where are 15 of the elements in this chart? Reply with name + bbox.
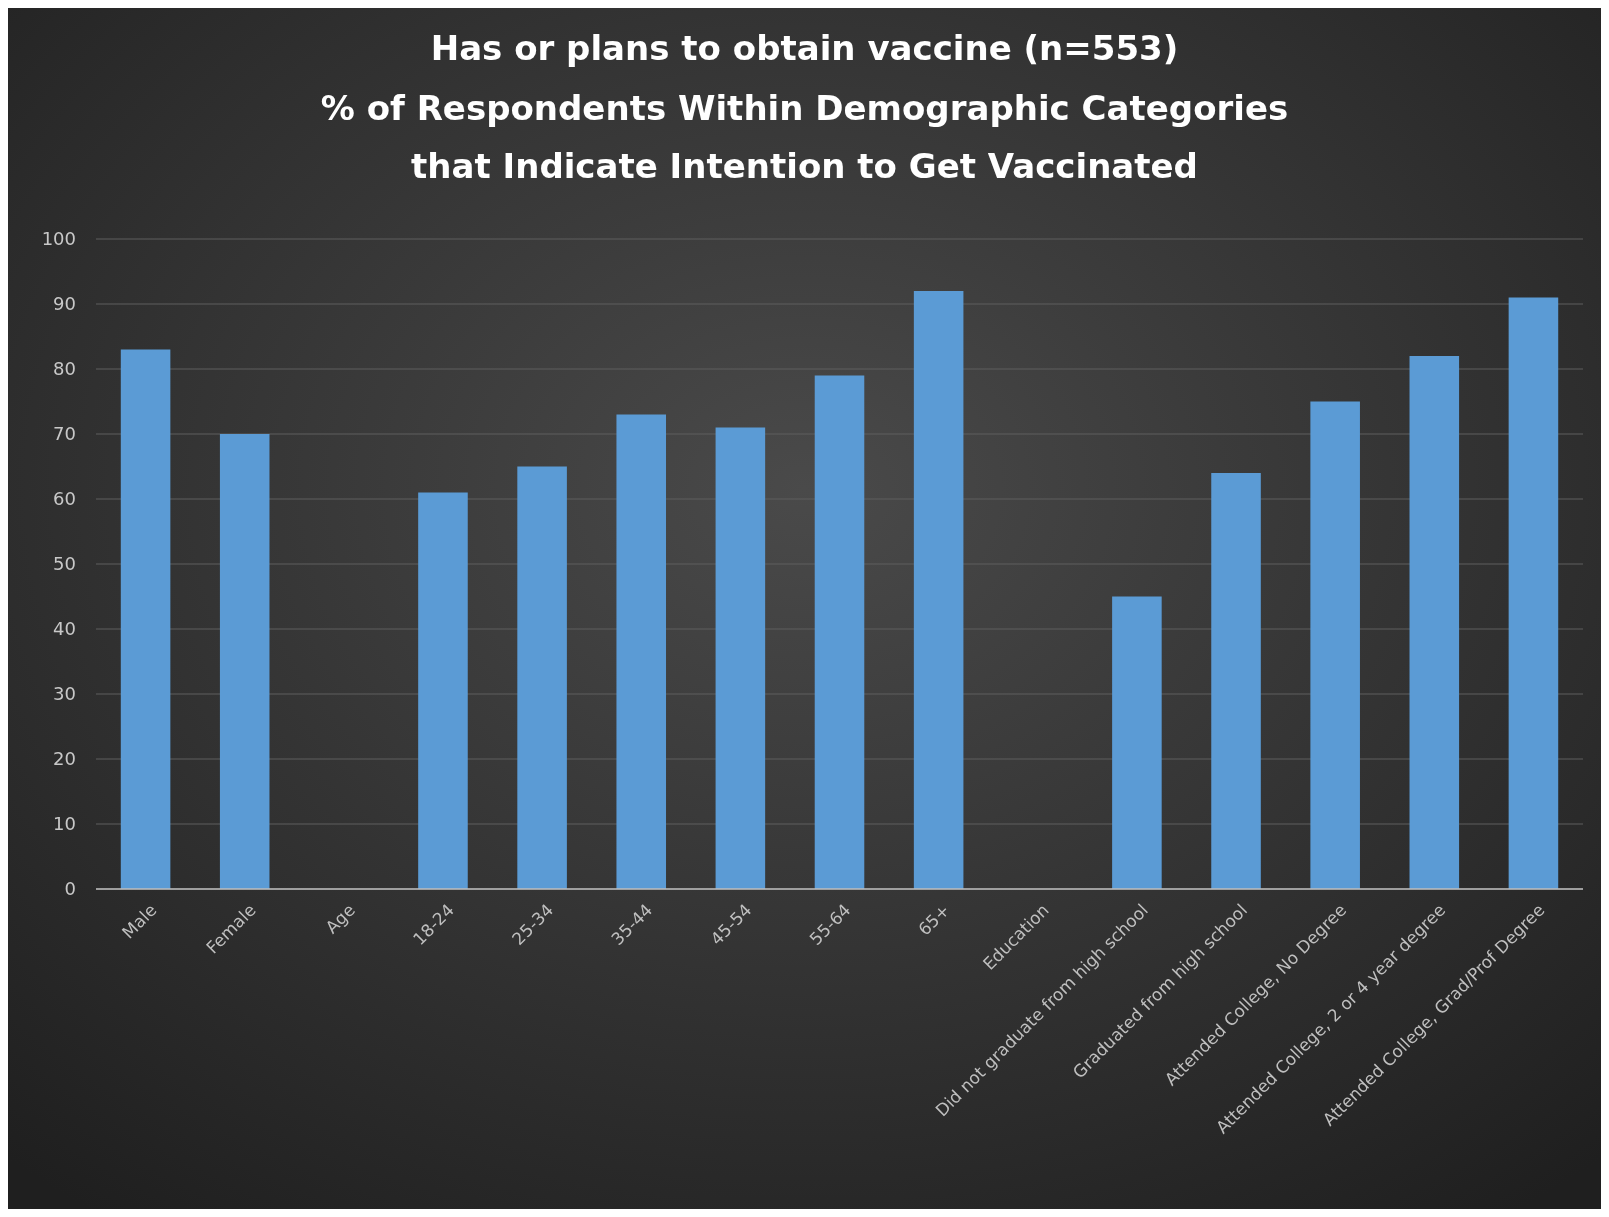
y-tick-label: 40 [53,618,76,640]
chart-title: Has or plans to obtain vaccine (n=553) [430,28,1179,68]
y-tick-label: 60 [53,488,76,510]
x-tick-label: Age [321,899,359,938]
y-tick-label: 90 [53,293,76,315]
y-tick-label: 80 [53,358,76,380]
y-tick-label: 50 [53,553,76,575]
y-tick-label: 30 [53,683,76,705]
x-tick-label: 65+ [914,899,954,940]
y-tick-label: 70 [53,423,76,445]
y-tick-label: 100 [41,228,76,250]
y-tick-label: 10 [53,813,76,835]
chart-subtitle: % of Respondents Within Demographic Categories that Indicate Intention to Get Vaccinated [320,88,1289,186]
y-tick-label: 20 [53,748,76,770]
y-tick-label: 0 [64,878,76,900]
